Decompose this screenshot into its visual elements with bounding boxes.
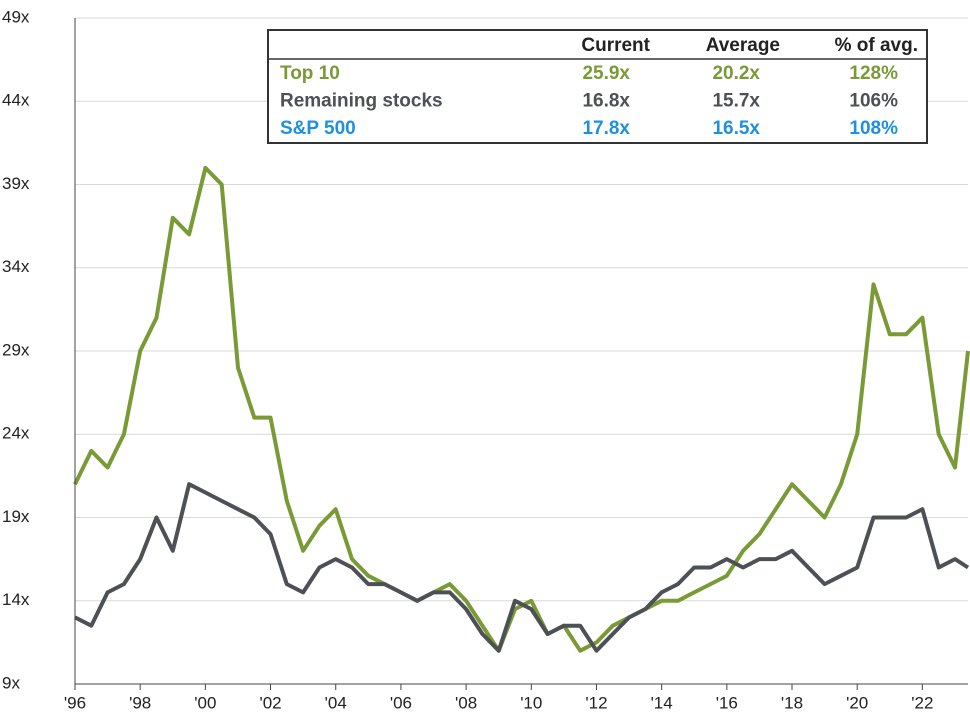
series-line (74, 482, 970, 653)
table-cell: 128% (849, 63, 898, 84)
axes: 9x 14x 19x 24x 29x 34x 39x 44x 49x '96 '98 '00 '02 '0… (2, 7, 968, 712)
y-tick-label: 39x (2, 174, 30, 193)
x-tick-label: '04 (325, 693, 347, 712)
x-tick-label: '14 (651, 693, 673, 712)
y-tick-label: 49x (2, 7, 30, 26)
y-tick-label: 44x (2, 91, 30, 110)
table-cell: 15.7x (712, 91, 760, 112)
table-box (267, 29, 928, 144)
grid (75, 17, 968, 685)
table-cell: 25.9x (582, 63, 630, 84)
y-tick-label: 14x (2, 590, 30, 609)
lines (73, 165, 970, 653)
table-header: Current (581, 35, 650, 56)
x-tick-label: '98 (129, 693, 151, 712)
x-tick-label: '12 (585, 693, 607, 712)
table-cell: 20.2x (712, 63, 760, 84)
x-tick-label: '16 (716, 693, 738, 712)
table-cell: 108% (849, 118, 898, 139)
x-tick-label: '18 (781, 693, 803, 712)
legend-label: Top 10 (280, 63, 340, 84)
y-tick-label: 34x (2, 257, 30, 276)
y-tick-label: 19x (2, 507, 30, 526)
x-tick-label: '00 (194, 693, 216, 712)
table-header: % of avg. (835, 35, 918, 56)
legend-label: Remaining stocks (280, 91, 443, 112)
x-tick-label: '20 (846, 693, 868, 712)
x-tick-label: '08 (455, 693, 477, 712)
x-tick-label: '06 (390, 693, 412, 712)
legend-label: S&P 500 (280, 118, 356, 139)
y-tick-label: 29x (2, 340, 30, 359)
table-header: Average (706, 35, 780, 56)
y-tick-label: 9x (2, 673, 20, 692)
legend-table: Current Average % of avg. Top 10 25.9x 20.2x 1… (267, 29, 928, 144)
y-tick-label: 24x (2, 424, 30, 443)
table-cell: 106% (849, 91, 898, 112)
x-tick-label: '22 (911, 693, 933, 712)
table-cell: 16.5x (712, 118, 760, 139)
x-tick-label: '10 (520, 693, 542, 712)
x-tick-label: '02 (259, 693, 281, 712)
x-tick-label: '96 (64, 693, 86, 712)
table-cell: 16.8x (582, 91, 630, 112)
table-cell: 17.8x (582, 118, 630, 139)
